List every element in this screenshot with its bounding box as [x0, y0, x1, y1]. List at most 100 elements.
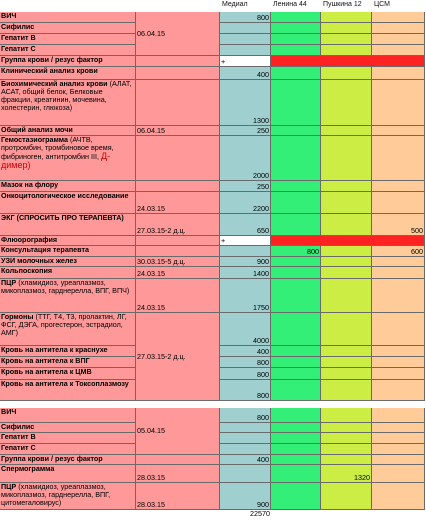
csm-price: [372, 136, 425, 181]
medial-price-value: 4000: [253, 336, 269, 345]
row-date-value: 28.03.15: [137, 473, 165, 482]
pushkina-price: [321, 257, 372, 267]
row-name: ЭКГ (СПРОСИТЬ ПРО ТЕРАПЕВТА): [0, 214, 136, 236]
row-name-label: ЭКГ (СПРОСИТЬ ПРО ТЕРАПЕВТА): [1, 214, 124, 222]
column-header: ЦСМ: [372, 0, 425, 12]
column-header-label: Медиал: [222, 1, 248, 8]
row-date: 30.03.15-5 д.ц.: [136, 257, 220, 267]
row-name: Гепатит С: [0, 45, 136, 56]
row-name: Кровь на антитела к краснухе: [0, 346, 136, 357]
row-name: Гепатит В: [0, 433, 136, 444]
column-header: Медиал: [220, 0, 271, 12]
medial-price: [220, 34, 271, 45]
row-name: Спермограмма: [0, 465, 136, 483]
row-name: Консультация терапевта: [0, 246, 136, 257]
medial-price: 650: [220, 214, 271, 236]
medial-price-value: 900: [257, 257, 269, 266]
row-name-label: Гемостазиограмма: [1, 136, 69, 144]
medial-price-value: 800: [257, 413, 269, 422]
row-name-detail-red: Д-димер): [1, 151, 111, 170]
medial-price-value: 1400: [253, 269, 269, 278]
row-name-label: Консультация терапевта: [1, 246, 89, 254]
csm-price: [372, 267, 425, 279]
row-name-label: Сифилис: [1, 423, 35, 431]
lenina-price: [271, 214, 321, 236]
lenina-price: [271, 23, 321, 34]
row-date-value: 24.03.15: [137, 204, 165, 213]
lenina-price: [271, 192, 321, 214]
row-name-label: ПЦР: [1, 279, 17, 287]
total-sum-value: 22570: [250, 510, 270, 518]
pushkina-price: [321, 408, 372, 423]
row-name: Флюорография: [0, 236, 136, 246]
row-name-label: ВИЧ: [1, 12, 17, 20]
medial-price: [220, 433, 271, 444]
pushkina-price: [321, 346, 372, 357]
row-name: Кровь на антитела к ВПГ: [0, 357, 136, 368]
column-header-label: Пушкина 12: [323, 1, 362, 8]
csm-price: [372, 455, 425, 465]
pushkina-price: [321, 67, 372, 80]
lenina-price: [271, 465, 321, 483]
pushkina-price: [321, 380, 372, 401]
row-date-value: 27.03.15-2 д.ц.: [137, 351, 186, 361]
pushkina-price: [321, 34, 372, 45]
row-date-value: 30.03.15-5 д.ц.: [137, 257, 186, 266]
column-header: Пушкина 12: [321, 0, 372, 12]
lenina-price: [271, 423, 321, 433]
row-date: 28.03.15: [136, 465, 220, 483]
medial-price: 400: [220, 346, 271, 357]
row-name-label: Кровь на антитела к ЦМВ: [1, 368, 92, 376]
row-name: Гормоны (ТТГ, Т4, Т3, пролактин, ЛГ, ФСГ…: [0, 313, 136, 346]
medial-price: [220, 246, 271, 257]
row-name: Группа крови / резус фактор: [0, 56, 136, 67]
row-date: [136, 246, 220, 257]
csm-price: [372, 126, 425, 136]
medial-price-value: 900: [257, 500, 269, 509]
csm-price: [372, 380, 425, 401]
row-name-label: ПЦР: [1, 483, 17, 491]
row-name: ВИЧ: [0, 408, 136, 423]
lenina-price: [271, 368, 321, 380]
csm-price: [372, 279, 425, 313]
pushkina-price: 1320: [321, 465, 372, 483]
pushkina-price: [321, 12, 372, 23]
row-name: Кровь на антитела к ЦМВ: [0, 368, 136, 380]
row-name-label: Кровь на антитела к краснухе: [1, 346, 108, 354]
row-name-label: Спермограмма: [1, 465, 55, 473]
medial-price-value: 250: [257, 182, 269, 191]
highlight-bar: [271, 56, 425, 67]
lenina-price: [271, 34, 321, 45]
row-date: [136, 80, 220, 126]
lenina-price: [271, 80, 321, 126]
row-name-label: Кольпоскопия: [1, 267, 53, 275]
csm-price-value: 600: [411, 247, 423, 256]
medial-price: 800: [220, 380, 271, 401]
row-name-label: Группа крови / резус фактор: [1, 56, 103, 64]
csm-price: 500: [372, 214, 425, 236]
row-name-label: Гепатит С: [1, 45, 36, 53]
medial-price: 800: [220, 12, 271, 23]
csm-price: [372, 313, 425, 346]
medial-price-value: 800: [257, 13, 269, 22]
pushkina-price: [321, 279, 372, 313]
row-name: Сифилис: [0, 423, 136, 433]
csm-price: [372, 346, 425, 357]
csm-price: [372, 465, 425, 483]
medial-price-value: 250: [257, 126, 269, 135]
row-name-label: Сифилис: [1, 23, 35, 31]
lenina-price: [271, 444, 321, 455]
csm-price: [372, 483, 425, 510]
total-sum: 22570: [220, 510, 271, 520]
blank-row: [0, 401, 425, 408]
row-name: Общий анализ мочи: [0, 126, 136, 136]
row-date-value: 24.03.15: [137, 269, 165, 278]
medial-price-value: 1300: [253, 116, 269, 125]
lenina-price: [271, 455, 321, 465]
lenina-price: [271, 357, 321, 368]
lenina-price: [271, 433, 321, 444]
row-name: Кровь на антитела к Токсоплазмозу: [0, 380, 136, 401]
row-name: ВИЧ: [0, 12, 136, 23]
column-header-label: Ленина 44: [273, 1, 307, 8]
lenina-price: [271, 257, 321, 267]
